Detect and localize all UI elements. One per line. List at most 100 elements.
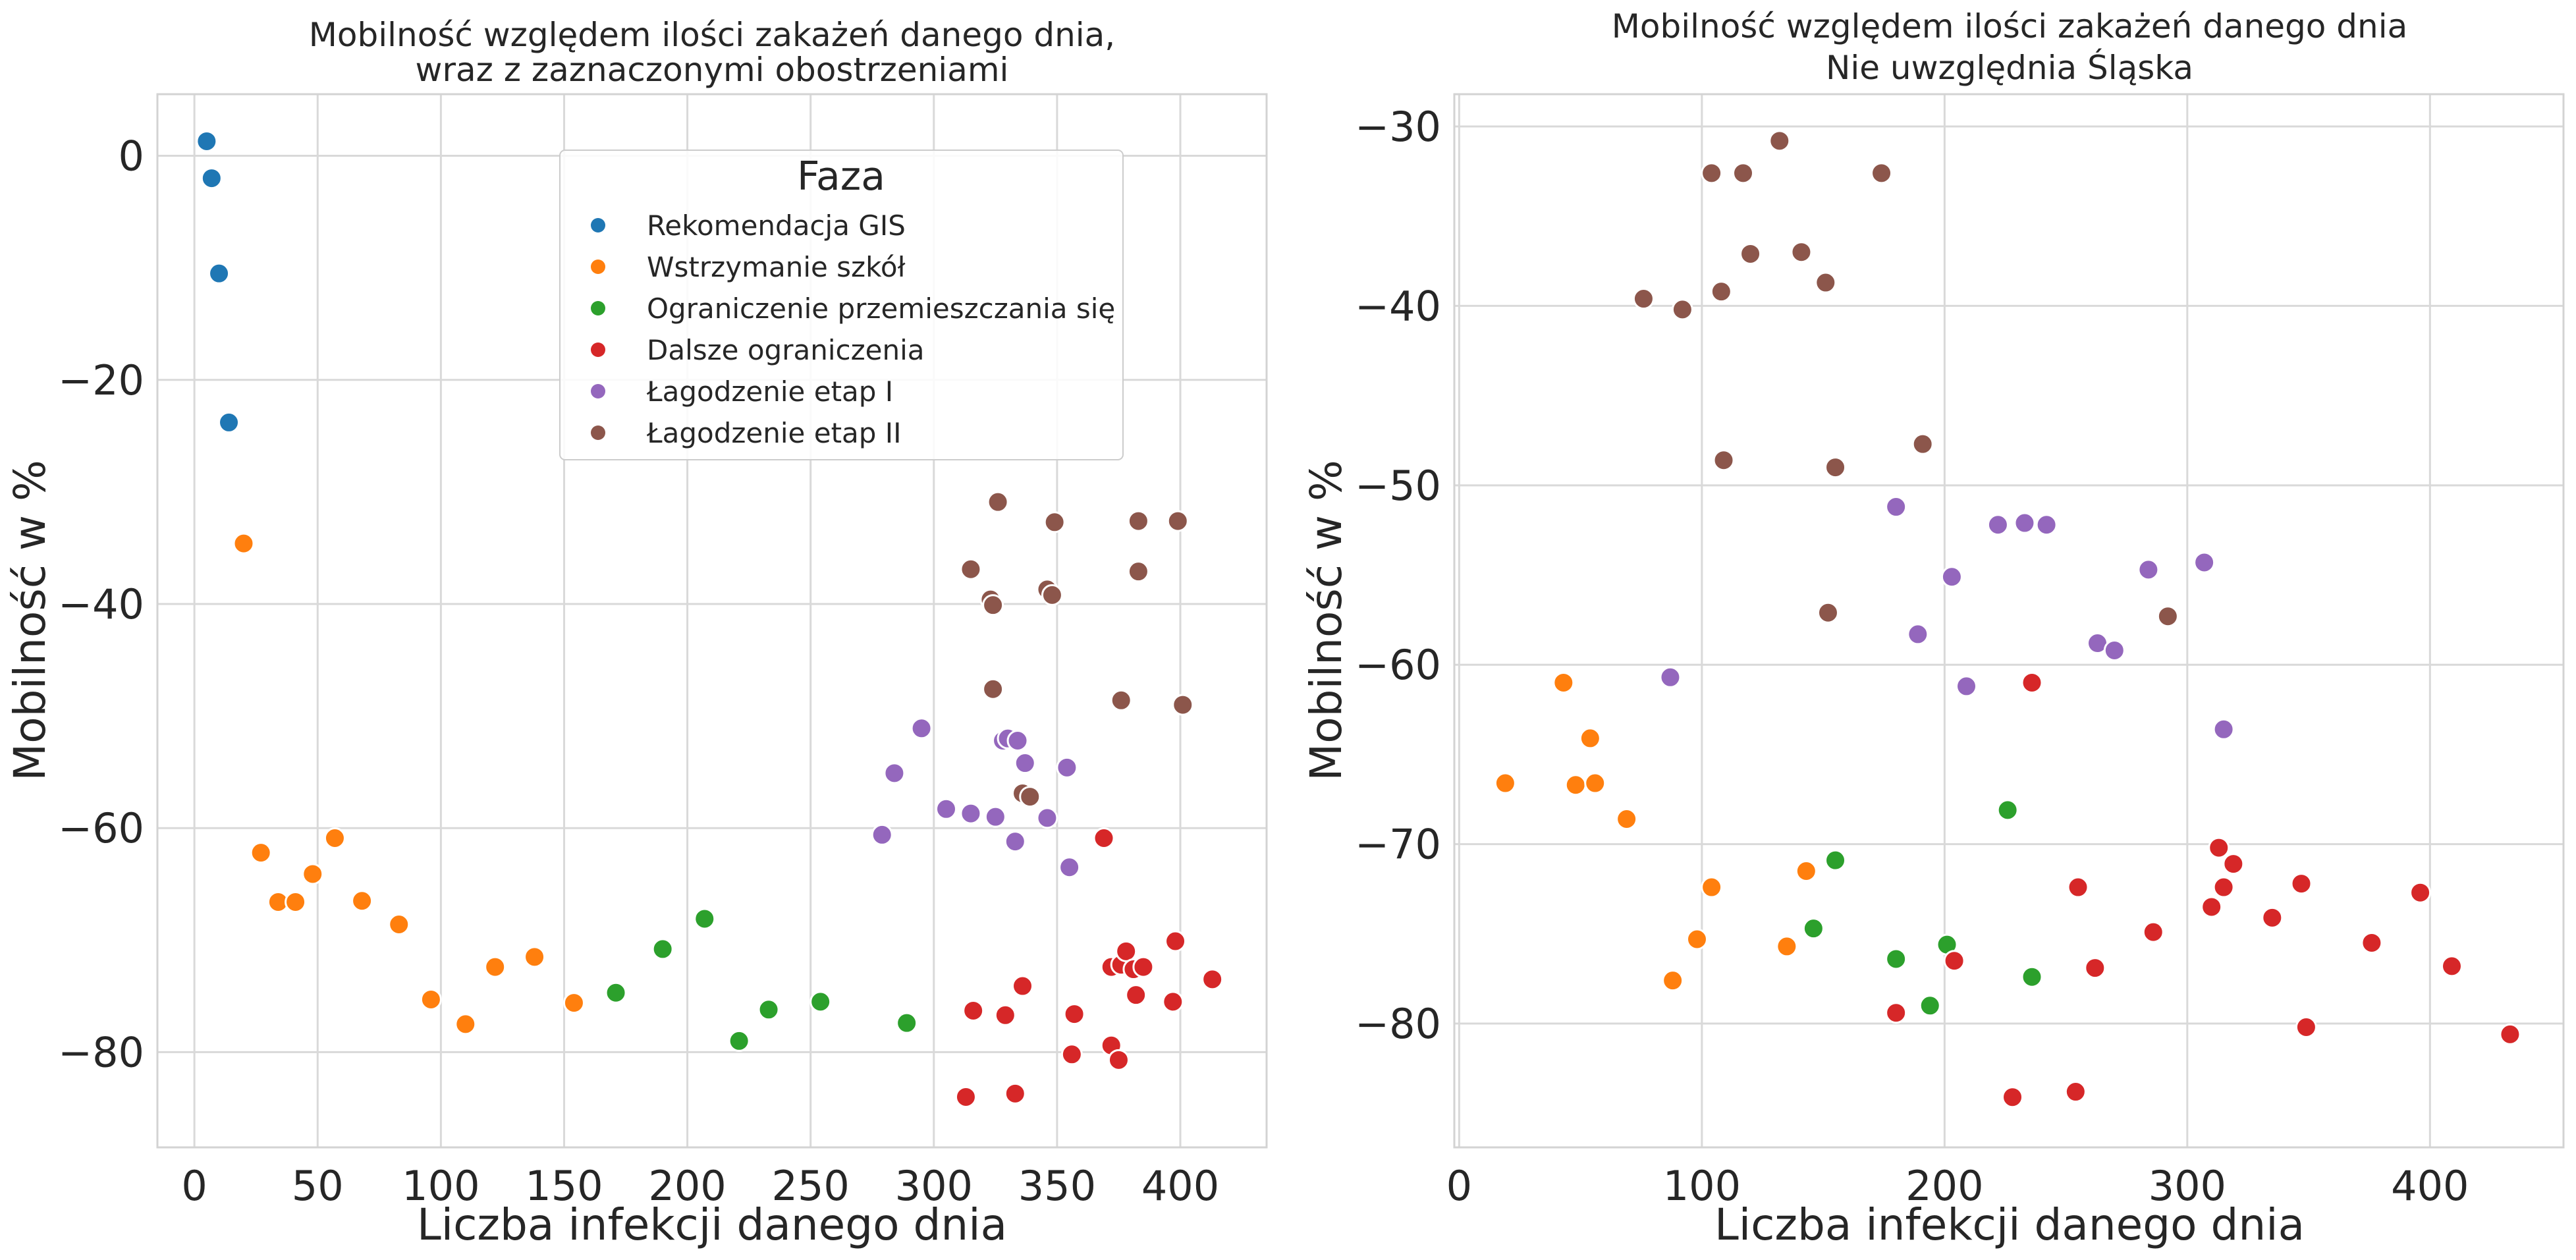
chart-right-data-point — [1871, 162, 1893, 184]
chart-right-data-point — [1710, 281, 1732, 303]
chart-right-data-point — [1584, 772, 1606, 794]
chart-right-data-point — [1776, 935, 1798, 958]
legend-label: Łagodzenie etap I — [646, 375, 893, 408]
chart-left-plot-frame — [156, 93, 1268, 1149]
chart-right-data-point — [2021, 671, 2043, 694]
chart-right-data-point — [1768, 130, 1791, 152]
chart-left-data-point — [651, 938, 674, 960]
chart-left-data-point — [302, 863, 324, 885]
chart-right-data-point — [2014, 512, 2036, 534]
chart-left-data-point — [1019, 786, 1041, 808]
chart-left-data-point — [484, 956, 507, 978]
chart-left-data-point — [1165, 930, 1187, 952]
chart-left: Mobilność względem ilości zakażeń danego… — [5, 16, 1268, 1250]
chart-right-x-tick-label: 300 — [2149, 1162, 2226, 1210]
chart-right-data-point — [2021, 966, 2043, 988]
legend-label: Wstrzymanie szkół — [647, 251, 906, 283]
chart-right-data-point — [1815, 271, 1837, 294]
chart-right-data-point — [1579, 727, 1601, 750]
chart-right-data-point — [2499, 1023, 2521, 1045]
chart-right-data-point — [2193, 551, 2216, 574]
chart-left-points — [196, 130, 1224, 1108]
chart-right-data-point — [1802, 918, 1824, 940]
chart-left-title-line-1: Mobilność względem ilości zakażeń danego… — [309, 16, 1115, 54]
chart-right-data-point — [2156, 605, 2179, 628]
chart-left-x-tick-label: 200 — [648, 1162, 726, 1210]
chart-left-y-tick-label: −60 — [58, 804, 144, 852]
chart-left-data-point — [1093, 827, 1115, 850]
legend-marker — [591, 342, 605, 357]
chart-left-data-point — [1006, 730, 1029, 752]
chart-left-data-point — [962, 999, 985, 1022]
chart-right-data-point — [2212, 876, 2235, 898]
legend-marker — [591, 260, 605, 274]
chart-right-data-point — [2290, 873, 2313, 895]
legend-label: Ograniczenie przemieszczania się — [647, 292, 1115, 325]
chart-left-x-tick-label: 50 — [292, 1162, 344, 1210]
chart-left-title-line-2: wraz z zaznaczonymi obostrzeniami — [416, 51, 1009, 89]
chart-left-data-point — [524, 946, 546, 968]
chart-left-data-point — [1125, 984, 1147, 1006]
chart-right-data-point — [1552, 671, 1575, 694]
chart-left-data-point — [605, 981, 627, 1004]
chart-right-data-point — [1701, 876, 1723, 898]
chart-left-data-point — [982, 678, 1004, 700]
chart-left-x-tick-label: 300 — [895, 1162, 973, 1210]
chart-right-data-point — [1907, 623, 1929, 645]
chart-right-points — [1494, 130, 2521, 1109]
chart-right-data-point — [1632, 288, 1655, 310]
chart-right-data-point — [2035, 514, 2058, 536]
legend-label: Łagodzenie etap II — [646, 417, 902, 449]
chart-right-y-tick-label: −30 — [1355, 103, 1441, 151]
legend-entries: Rekomendacja GIS Wstrzymanie szkół Ogranic… — [591, 209, 1115, 449]
legend-label: Rekomendacja GIS — [647, 209, 906, 242]
chart-left-data-point — [1127, 561, 1149, 583]
chart-right-data-point — [2103, 639, 2125, 661]
chart-left-data-point — [1107, 1049, 1130, 1071]
chart-left-x-tick-label: 100 — [402, 1162, 480, 1210]
chart-right-grid — [1454, 94, 2563, 1147]
chart-right-data-point — [2261, 906, 2284, 929]
chart-left-data-point — [960, 558, 982, 580]
chart-right-data-point — [1659, 666, 1682, 688]
chart-right-data-point — [1911, 433, 1934, 455]
chart-left-data-point — [910, 717, 933, 740]
chart-left-data-point — [1043, 511, 1066, 534]
chart-right-data-point — [1996, 799, 2019, 821]
chart-right-data-point — [2137, 559, 2160, 581]
chart-right-data-point — [1564, 774, 1587, 796]
chart-left-x-tick-label: 150 — [525, 1162, 603, 1210]
chart-left-data-point — [196, 130, 218, 152]
chart-left-data-point — [935, 798, 958, 820]
chart-left-data-point — [694, 908, 716, 930]
chart-right-x-tick-label: 200 — [1905, 1162, 1983, 1210]
chart-left-data-point — [757, 999, 780, 1021]
chart-left-y-tick-label: 0 — [119, 132, 144, 180]
chart-left-data-point — [218, 411, 240, 433]
chart-left-data-point — [1110, 689, 1132, 711]
chart-left-y-tick-label: −20 — [58, 356, 144, 404]
chart-left-legend: Faza Rekomendacja GIS Wstrzymanie szkół Og… — [559, 150, 1124, 460]
chart-right-data-point — [2295, 1016, 2317, 1038]
legend-marker — [591, 384, 605, 398]
chart-left-data-point — [388, 913, 410, 935]
chart-left-data-point — [982, 594, 1004, 616]
chart-left-data-point — [285, 890, 307, 913]
chart-right-title-line-2: Nie uwzględnia Śląska — [1826, 48, 2193, 87]
chart-right-x-tick-label: 0 — [1446, 1162, 1472, 1210]
legend-entry: Ograniczenie przemieszczania się — [591, 292, 1115, 325]
chart-right-data-point — [2201, 896, 2223, 918]
chart-left-data-point — [1004, 1082, 1026, 1105]
chart-left-data-point — [420, 988, 442, 1010]
chart-left-y-axis-label: Mobilność w % — [5, 460, 55, 781]
chart-right-data-point — [2409, 881, 2432, 904]
chart-left-data-point — [1201, 968, 1224, 991]
chart-right-data-point — [1795, 860, 1817, 883]
chart-left-data-point — [1172, 694, 1194, 716]
chart-left-data-point — [994, 1004, 1016, 1026]
chart-right-data-point — [2361, 931, 2383, 954]
chart-left-data-point — [454, 1013, 477, 1035]
chart-left-data-point — [987, 491, 1009, 513]
chart-left-tick-labels: 0 50 100 150 200 250 300 350 400 0 −20 −40 −60 −80 — [58, 132, 1219, 1210]
legend-marker — [591, 425, 605, 440]
